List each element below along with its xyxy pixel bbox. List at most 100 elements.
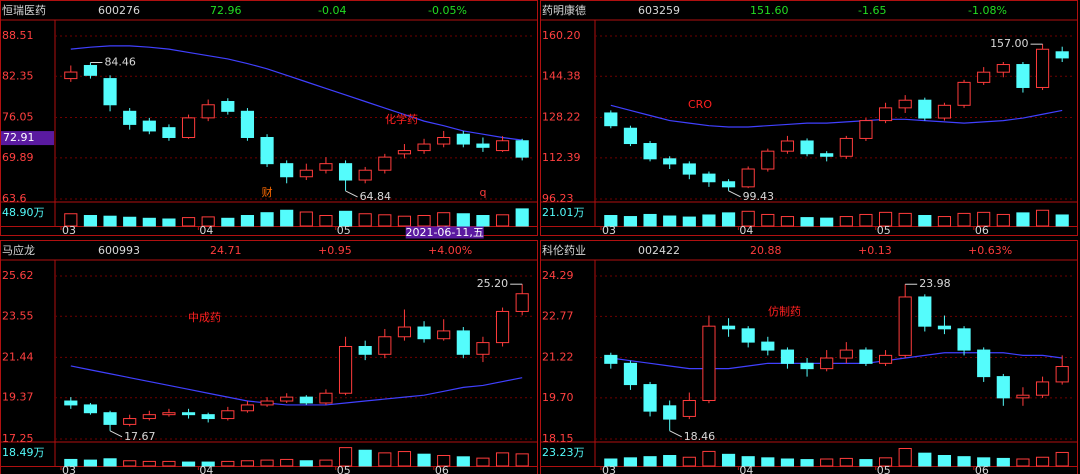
volume-bar: [397, 215, 412, 227]
volume-bar: [221, 460, 235, 467]
annotation-label: 84.46: [104, 56, 136, 69]
candle-body: [201, 414, 215, 420]
moving-average: [70, 45, 523, 141]
y-tick-label: 63.6: [2, 192, 27, 205]
x-tick-label: 03: [62, 224, 76, 237]
annotation-label: 17.67: [124, 430, 156, 443]
candle-body: [918, 99, 932, 119]
volume-bar: [702, 450, 716, 467]
volume-bar: [859, 459, 873, 467]
panel-frame: [0, 240, 538, 474]
candle-body: [721, 181, 736, 188]
volume-bar: [878, 457, 893, 467]
candle-body: [1055, 366, 1069, 383]
y-tick-label: 112.39: [542, 151, 581, 164]
header-change: +0.13: [858, 244, 892, 257]
x-tick-label: 04: [739, 224, 753, 237]
candle-body: [800, 140, 814, 155]
candle-body: [604, 112, 618, 127]
volume-label: 48.90万: [2, 206, 45, 219]
annotation-line: [728, 190, 741, 198]
candle-body: [878, 107, 893, 122]
volume-bar: [604, 458, 618, 467]
candle-body: [358, 169, 372, 181]
candle-body: [299, 396, 313, 404]
volume-bar: [996, 457, 1010, 467]
annotation-label: 23.98: [919, 277, 951, 290]
header-pct: -0.05%: [428, 4, 467, 17]
volume-bar: [103, 458, 117, 467]
volume-bar: [162, 218, 176, 227]
candle-body: [859, 349, 873, 364]
candle-body: [338, 163, 353, 181]
annotation-label: 25.20: [477, 277, 509, 290]
candle-body: [918, 296, 932, 327]
candle-body: [476, 342, 490, 355]
event-marker: q: [479, 186, 486, 199]
sector-note: 中成药: [188, 311, 221, 324]
candle-body: [83, 404, 98, 414]
candle-body: [721, 325, 736, 330]
event-marker: 财: [262, 185, 273, 199]
candle-body: [623, 362, 638, 386]
y-tick-label: 24.29: [542, 269, 574, 282]
volume-bar: [604, 215, 618, 227]
volume-bar: [761, 457, 775, 467]
header-code: 002422: [638, 244, 680, 257]
candle-body: [280, 396, 294, 402]
annotation-line: [345, 190, 358, 198]
candle-body: [319, 392, 333, 404]
volume-bar: [260, 212, 274, 227]
candle-body: [780, 349, 795, 364]
candle-body: [996, 376, 1010, 399]
y-tick-label: 19.70: [542, 391, 574, 404]
crosshair-date-box: [405, 226, 484, 239]
volume-bar: [64, 213, 78, 227]
volume-bar: [918, 215, 932, 227]
candle-body: [397, 326, 412, 338]
candle-body: [977, 71, 991, 83]
volume-bar: [456, 456, 470, 467]
volume-bar: [800, 459, 814, 467]
x-tick-label: 05: [877, 224, 891, 237]
volume-bar: [358, 449, 372, 467]
y-tick-label: 23.55: [2, 309, 34, 322]
sector-note: CRO: [688, 98, 712, 111]
candle-body: [201, 104, 215, 119]
volume-bar: [1055, 451, 1069, 467]
volume-bar: [977, 211, 991, 227]
volume-bar: [437, 212, 451, 227]
volume-bar: [918, 452, 932, 467]
annotation-line: [669, 430, 682, 438]
volume-bar: [957, 456, 971, 467]
candle-body: [1035, 48, 1050, 88]
annotation-label: 18.46: [684, 430, 716, 443]
crosshair-price-box: [1, 131, 54, 146]
volume-bar: [977, 457, 991, 467]
candle-body: [898, 99, 912, 109]
volume-label: 18.49万: [2, 446, 45, 459]
volume-bar: [663, 215, 677, 227]
volume-bar: [319, 215, 333, 227]
panel-frame: [540, 240, 1078, 474]
volume-bar: [299, 460, 313, 467]
volume-bar: [1035, 456, 1050, 467]
volume-bar: [240, 460, 255, 467]
volume-bar: [280, 209, 294, 227]
volume-bar: [123, 216, 137, 227]
annotation-label: 99.43: [743, 190, 775, 203]
crosshair-date: 2021-06-11,五: [405, 226, 483, 239]
volume-bar: [780, 216, 795, 227]
y-tick-label: 21.22: [542, 351, 574, 364]
volume-bar: [761, 213, 775, 227]
candle-body: [456, 330, 470, 355]
candle-body: [378, 336, 392, 355]
volume-bar: [623, 216, 638, 227]
x-tick-label: 05: [337, 224, 351, 237]
header-change: +0.95: [318, 244, 352, 257]
x-tick-label: 04: [199, 224, 213, 237]
candle-body: [937, 104, 952, 119]
volume-bar: [721, 212, 736, 227]
volume-bar: [937, 455, 952, 467]
y-tick-label: 19.37: [2, 391, 34, 404]
